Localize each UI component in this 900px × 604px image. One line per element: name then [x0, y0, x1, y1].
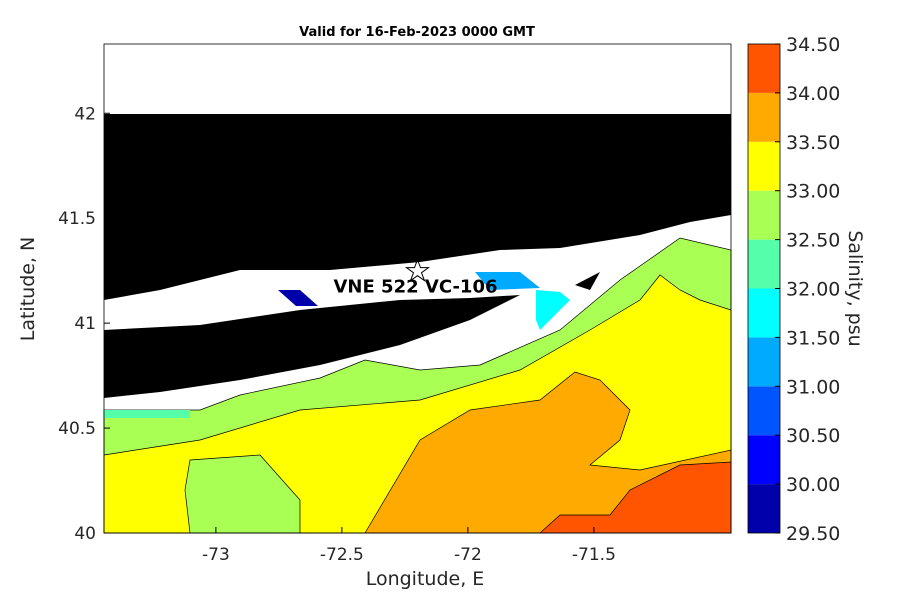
map	[103, 43, 732, 534]
colorbar-tick-label: 34.50	[786, 34, 840, 56]
colorbar-bin	[748, 435, 780, 485]
colorbar-tick-label: 29.50	[786, 523, 840, 545]
colorbar-tick-label: 33.00	[786, 181, 840, 203]
region-32	[536, 290, 570, 330]
region-30	[278, 290, 318, 306]
colorbar-bin	[748, 484, 780, 533]
y-tick-label: 41	[74, 314, 96, 334]
colorbar-bin	[748, 386, 780, 436]
plot-frame	[103, 43, 732, 534]
colorbar-tick-label: 32.50	[786, 230, 840, 252]
x-tick-label: -71.5	[572, 545, 616, 565]
y-axis-label: Latitude, N	[17, 237, 39, 342]
colorbar-tick-label: 34.00	[786, 83, 840, 105]
colorbar-tick-label: 30.00	[786, 474, 840, 496]
colorbar-tick-label: 30.50	[786, 425, 840, 447]
y-tick-label: 42	[74, 104, 96, 124]
annotation: VNE 522 VC-106	[334, 277, 498, 298]
land	[625, 160, 690, 225]
colorbar-bin	[748, 141, 780, 191]
x-axis-label: Longitude, E	[366, 568, 485, 590]
land	[104, 295, 520, 398]
x-tick-label: -73	[202, 545, 230, 565]
x-tick-label: -72.5	[320, 545, 364, 565]
y-tick-label: 40	[74, 524, 96, 544]
colorbar-bin	[748, 288, 780, 338]
colorbar-bin	[748, 92, 780, 142]
colorbar-bin	[748, 190, 780, 240]
land	[104, 114, 731, 300]
land	[575, 272, 600, 290]
y-tick-label: 40.5	[58, 419, 96, 439]
colorbar-tick-label: 33.50	[786, 132, 840, 154]
colorbar-label: Salinity, psu	[844, 230, 866, 346]
x-tick-label: -72	[454, 545, 482, 565]
colorbar-tick-label: 31.00	[786, 376, 840, 398]
y-tick-label: 41.5	[58, 209, 96, 229]
region-31-5	[475, 272, 540, 290]
colorbar-tick-label: 32.00	[786, 279, 840, 301]
colorbar-bin	[748, 239, 780, 289]
station-marker	[404, 258, 431, 283]
chart-title: Valid for 16-Feb-2023 0000 GMT	[299, 25, 535, 40]
colorbar-bin	[748, 44, 780, 93]
colorbar-tick-label: 31.50	[786, 327, 840, 349]
colorbar-bin	[748, 337, 780, 387]
region-32-5	[104, 410, 190, 418]
